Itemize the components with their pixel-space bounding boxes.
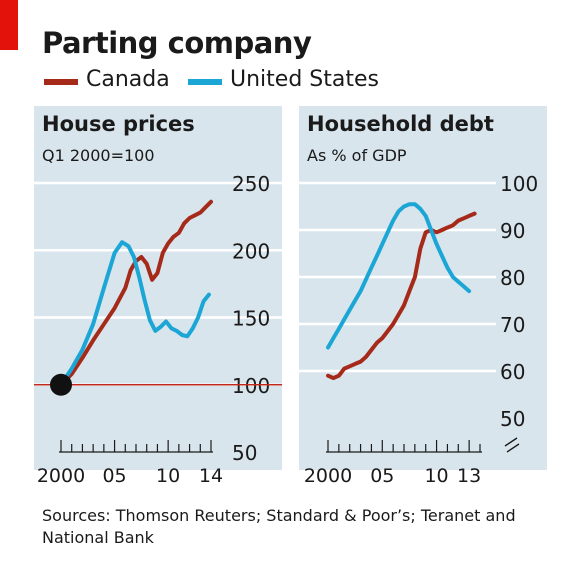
y-tick-label-household-debt-100: 100 xyxy=(500,172,538,196)
panel-subtitle-household-debt: As % of GDP xyxy=(307,146,407,165)
series-line-house-prices-canada xyxy=(59,199,213,387)
x-tick-label-house-prices-05: 05 xyxy=(102,465,126,487)
x-tick-label-house-prices-10: 10 xyxy=(156,465,180,487)
y-tick-label-house-prices-200: 200 xyxy=(232,239,270,263)
plot-household-debt: 50 60 70 80 90 100 2000 05 10 13 xyxy=(299,172,538,487)
chart-title: Parting company xyxy=(42,26,312,60)
series-line-household-debt-united-states xyxy=(326,202,472,350)
x-tick-label-household-debt-13: 13 xyxy=(457,465,481,487)
y-tick-label-house-prices-100: 100 xyxy=(232,374,270,398)
plot-house-prices: 50 100 150 200 250 2000 05 10 14 xyxy=(34,172,282,487)
series-line-house-prices-united-states xyxy=(59,240,211,387)
legend-label-canada: Canada xyxy=(86,67,170,92)
panel-left-bg xyxy=(34,106,282,470)
source-note: Sources: Thomson Reuters; Standard & Poo… xyxy=(42,506,516,547)
y-tick-label-household-debt-90: 90 xyxy=(500,219,525,243)
y-tick-label-house-prices-250: 250 xyxy=(232,172,270,196)
y-tick-label-household-debt-70: 70 xyxy=(500,313,525,337)
y-tick-label-house-prices-50: 50 xyxy=(232,441,257,465)
panel-title-household-debt: Household debt xyxy=(307,112,494,136)
start-marker-house-prices xyxy=(50,373,72,396)
x-tick-label-house-prices-14: 14 xyxy=(199,465,223,487)
accent-tag xyxy=(0,0,18,50)
x-tick-label-household-debt-2000: 2000 xyxy=(304,465,352,487)
y-tick-label-household-debt-50: 50 xyxy=(500,407,525,431)
y-tick-label-household-debt-60: 60 xyxy=(500,360,525,384)
x-tick-label-house-prices-2000: 2000 xyxy=(37,465,85,487)
x-tick-label-household-debt-10: 10 xyxy=(424,465,448,487)
x-tick-label-household-debt-05: 05 xyxy=(370,465,394,487)
legend-swatch-canada xyxy=(44,79,78,85)
panel-right-bg xyxy=(299,106,547,470)
axis-break-household-debt xyxy=(504,437,520,453)
y-tick-label-house-prices-150: 150 xyxy=(232,307,270,331)
panel-subtitle-house-prices: Q1 2000=100 xyxy=(42,146,155,165)
panel-title-house-prices: House prices xyxy=(42,112,195,136)
legend-label-united-states: United States xyxy=(230,67,379,92)
series-line-household-debt-canada xyxy=(326,211,477,381)
y-tick-label-household-debt-80: 80 xyxy=(500,266,525,290)
legend-swatch-united-states xyxy=(188,79,222,85)
